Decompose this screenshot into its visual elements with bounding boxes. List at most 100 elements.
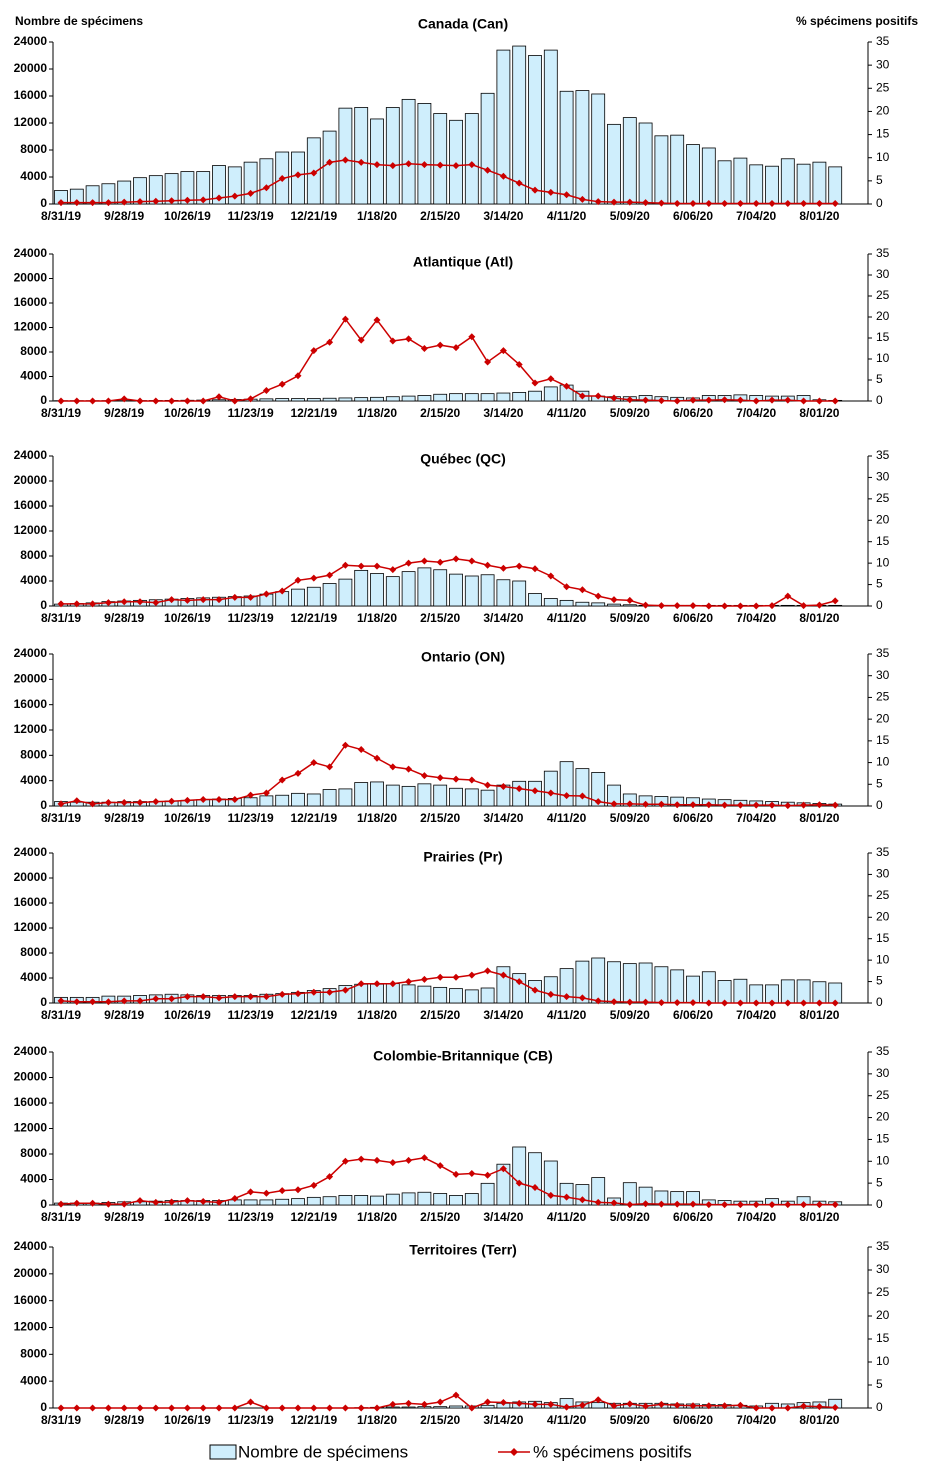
bar [386,785,399,806]
y-tick-label: 8000 [20,142,47,156]
bar [544,50,557,204]
x-tick-label: 12/21/19 [290,1210,337,1224]
line-marker [358,1405,365,1412]
line-marker [674,602,681,609]
line-marker [389,1159,396,1166]
line-marker [690,602,697,609]
line-marker [184,1405,191,1412]
x-tick-label: 2/15/20 [420,1413,460,1427]
y2-tick-label: 30 [876,1262,890,1276]
x-tick-label: 8/31/19 [41,611,81,625]
x-tick-label: 7/04/20 [736,1210,776,1224]
y2-tick-label: 5 [876,776,883,790]
bar [402,1193,415,1205]
line-marker [247,1399,254,1406]
line-marker [437,1162,444,1169]
bar [307,587,320,606]
bar [386,107,399,204]
bar [671,135,684,204]
line-marker [310,1405,317,1412]
bar [434,394,447,401]
bar [465,114,478,204]
bar [797,164,810,204]
x-tick-label: 9/28/19 [104,1008,144,1022]
bar [513,781,526,806]
line-marker [105,398,112,405]
y-tick-label: 4000 [20,573,47,587]
line-marker [405,560,412,567]
bar [402,1407,415,1408]
line-marker [832,802,839,809]
bar [671,970,684,1003]
line-marker [295,1405,302,1412]
x-tick-label: 8/31/19 [41,406,81,420]
y2-tick-label: 15 [876,733,890,747]
bar [450,394,463,401]
bar [813,162,826,204]
x-tick-label: 3/14/20 [483,406,523,420]
x-tick-label: 10/26/19 [164,1008,211,1022]
bar [623,964,636,1003]
line-marker [769,602,776,609]
bar [386,1194,399,1205]
bar [734,158,747,204]
y-tick-label: 20000 [14,1266,48,1280]
y-tick-label: 16000 [14,895,48,909]
bar [355,783,368,806]
x-tick-label: 9/28/19 [104,406,144,420]
x-tick-label: 11/23/19 [228,406,274,420]
bar [544,599,557,607]
y-tick-label: 4000 [20,773,47,787]
chart-title: Territoires (Terr) [409,1242,517,1258]
x-tick-label: 6/06/20 [673,811,713,825]
x-tick-label: 8/01/20 [799,611,839,625]
line-marker [374,563,381,570]
line-marker [421,772,428,779]
bar [529,391,542,401]
y-tick-label: 16000 [14,697,48,711]
bar [307,399,320,401]
bar [323,1197,336,1205]
line-marker [89,1405,96,1412]
y-tick-label: 12000 [14,320,48,334]
bar [497,393,510,401]
x-tick-label: 9/28/19 [104,611,144,625]
x-tick-label: 3/14/20 [483,811,523,825]
y2-tick-label: 0 [876,1400,883,1414]
line-marker [595,593,602,600]
line-marker [137,398,144,405]
legend: Nombre de spécimens % spécimens positifs [210,1442,692,1461]
bar [481,1183,494,1205]
line-marker [611,596,618,603]
x-tick-label: 8/01/20 [799,209,839,223]
bar [434,570,447,606]
bar [371,574,384,607]
chart-title: Atlantique (Atl) [413,254,513,270]
line-marker [279,1187,286,1194]
y-tick-label: 4000 [20,1172,47,1186]
line-marker [405,335,412,342]
x-tick-label: 1/18/20 [357,1413,397,1427]
line-marker [816,602,823,609]
line-marker [579,586,586,593]
line-marker [642,602,649,609]
line-marker [468,558,475,565]
bar [513,974,526,1003]
x-tick-label: 4/11/20 [547,1210,587,1224]
y-tick-label: 24000 [14,845,48,859]
x-tick-label: 8/31/19 [41,1210,81,1224]
x-tick-label: 8/31/19 [41,1413,81,1427]
y-tick-label: 8000 [20,1146,47,1160]
chart-title: Prairies (Pr) [423,849,502,865]
line-marker [263,387,270,394]
y2-tick-label: 0 [876,196,883,210]
bar [418,784,431,806]
bar [623,605,636,606]
line-marker [500,565,507,572]
y-tick-label: 20000 [14,271,48,285]
x-tick-label: 5/09/20 [610,209,650,223]
bar [497,580,510,606]
x-tick-label: 11/23/19 [228,1413,274,1427]
y-tick-label: 8000 [20,1347,47,1361]
